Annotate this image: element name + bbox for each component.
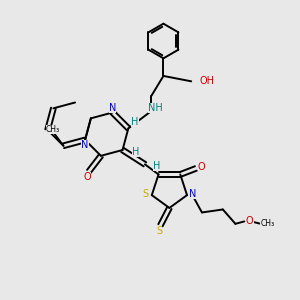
Text: CH₃: CH₃: [46, 125, 60, 134]
Text: S: S: [156, 226, 162, 236]
Text: CH₃: CH₃: [260, 219, 274, 228]
Text: H: H: [131, 147, 139, 157]
Text: N: N: [109, 103, 116, 113]
Text: O: O: [246, 216, 253, 226]
Text: O: O: [198, 162, 206, 172]
Text: NH: NH: [148, 103, 163, 113]
Text: N: N: [81, 140, 89, 150]
Text: S: S: [143, 189, 149, 199]
Text: O: O: [83, 172, 91, 182]
Text: OH: OH: [200, 76, 214, 86]
Text: H: H: [153, 161, 161, 171]
Text: H: H: [131, 117, 139, 127]
Text: N: N: [189, 189, 197, 199]
